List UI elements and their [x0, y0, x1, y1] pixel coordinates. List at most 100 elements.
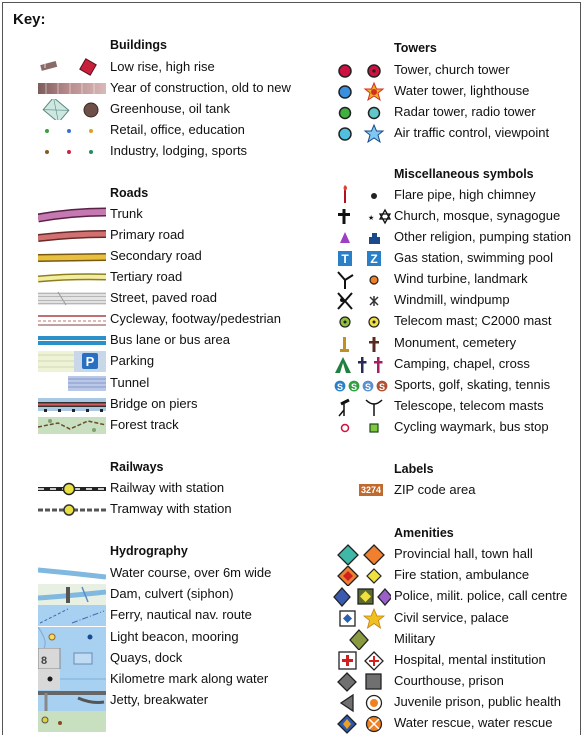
cycleway-footway-icon — [38, 309, 106, 330]
forest-track-icon — [38, 415, 106, 436]
military-icon — [333, 629, 391, 650]
legend-row: Juvenile prison, public health — [321, 692, 583, 713]
tunnel-icon — [38, 373, 106, 394]
railway-station-icon — [38, 478, 106, 499]
wind-turbine-landmark-icon — [333, 269, 391, 290]
section-railways: Railways — [110, 460, 164, 474]
section-labels: Labels — [394, 462, 434, 476]
legend-row: Telecom mast; C2000 mast — [321, 311, 583, 332]
legend-row: Military — [321, 629, 583, 650]
legend-row: Fire station, ambulance — [321, 565, 583, 586]
bus-lane-icon — [38, 330, 106, 351]
light-beacon-mooring-icon — [38, 627, 106, 648]
legend-row: Water rescue, water rescue — [321, 713, 583, 734]
zip-code-icon: 3274 — [333, 480, 391, 501]
flare-pipe-chimney-icon — [333, 185, 391, 206]
legend-row: Tunnel — [3, 373, 303, 394]
windmill-windpump-icon — [333, 290, 391, 311]
street-paved-road-icon — [38, 288, 106, 309]
legend-row: Tower, church tower — [321, 60, 583, 81]
legend-row: Camping, chapel, cross — [321, 354, 583, 375]
legend-row: Provincial hall, town hall — [321, 544, 583, 565]
provincial-town-hall-icon — [333, 544, 391, 565]
legend-row: 3274 ZIP code area — [321, 480, 583, 501]
legend-row: Light beacon, mooring — [3, 627, 303, 648]
tramway-station-icon — [38, 499, 106, 520]
water-course-icon — [38, 563, 106, 584]
church-mosque-synagogue-icon: ★ — [333, 206, 391, 227]
legend-row: Courthouse, prison — [321, 671, 583, 692]
section-hydrography: Hydrography — [110, 544, 188, 558]
jetty-breakwater-continued-icon — [38, 711, 106, 732]
bridge-on-piers-icon — [38, 394, 106, 415]
hospital-mental-icon — [333, 650, 391, 671]
courthouse-prison-icon — [333, 671, 391, 692]
svg-text:S: S — [379, 382, 385, 392]
legend-row: Street, paved road — [3, 288, 303, 309]
svg-text:S: S — [351, 382, 357, 392]
legend-row: P Parking — [3, 351, 303, 372]
legend-row: Cycleway, footway/pedestrian — [3, 309, 303, 330]
quays-dock-icon: 8 — [38, 648, 106, 669]
civil-service-palace-icon — [333, 608, 391, 629]
zip-code-badge: 3274 — [359, 484, 384, 496]
key-title: Key: — [13, 11, 46, 28]
tertiary-road-icon — [38, 267, 106, 288]
svg-text:P: P — [86, 354, 95, 369]
svg-text:8: 8 — [41, 655, 47, 667]
legend-row: Monument, cemetery — [321, 333, 583, 354]
legend-row — [3, 711, 303, 732]
greenhouse-oil-tank-icon — [38, 99, 106, 120]
legend-row: Industry, lodging, sports — [3, 141, 303, 162]
svg-text:S: S — [365, 382, 371, 392]
dam-culvert-icon — [38, 584, 106, 605]
svg-text:★: ★ — [368, 214, 374, 222]
legend-row: Cycling waymark, bus stop — [321, 417, 583, 438]
legend-row: Civil service, palace — [321, 608, 583, 629]
legend-row: Flare pipe, high chimney — [321, 185, 583, 206]
legend-row: Water course, over 6m wide — [3, 563, 303, 584]
legend-row: Tramway with station — [3, 499, 303, 520]
legend-row: 8 Quays, dock — [3, 648, 303, 669]
juvenile-prison-health-icon — [333, 692, 391, 713]
legend-row: Police, milit. police, call centre — [321, 586, 583, 607]
legend-row: Greenhouse, oil tank — [3, 99, 303, 120]
legend-row: Other religion, pumping station — [321, 227, 583, 248]
legend-row: Air traffic control, viewpoint — [321, 123, 583, 144]
monument-cemetery-icon — [333, 333, 391, 354]
water-rescue-icon — [333, 713, 391, 734]
legend-row: Wind turbine, landmark — [321, 269, 583, 290]
radar-radio-tower-icon — [333, 102, 391, 123]
construction-year-gradient-icon — [38, 78, 106, 99]
kilometre-mark-icon — [38, 669, 106, 690]
legend-row: Bridge on piers — [3, 394, 303, 415]
section-amenities: Amenities — [394, 526, 454, 540]
legend-row: Tertiary road — [3, 267, 303, 288]
camping-chapel-cross-icon — [333, 354, 391, 375]
legend-row: Low rise, high rise — [3, 57, 303, 78]
svg-text:Z: Z — [370, 252, 377, 266]
legend-row: Trunk — [3, 204, 303, 225]
legend-row: Bus lane or bus area — [3, 330, 303, 351]
other-religion-pumping-icon — [333, 227, 391, 248]
section-miscellaneous: Miscellaneous symbols — [394, 167, 534, 181]
legend-row: Forest track — [3, 415, 303, 436]
svg-text:T: T — [341, 252, 349, 266]
jetty-breakwater-icon — [38, 690, 106, 711]
svg-text:S: S — [337, 382, 343, 392]
section-roads: Roads — [110, 186, 149, 200]
section-towers: Towers — [394, 41, 437, 55]
legend-row: Kilometre mark along water — [3, 669, 303, 690]
legend-row: Primary road — [3, 225, 303, 246]
fire-station-ambulance-icon — [333, 565, 391, 586]
legend-row: Dam, culvert (siphon) — [3, 584, 303, 605]
section-buildings: Buildings — [110, 38, 167, 52]
trunk-road-icon — [38, 204, 106, 225]
water-tower-lighthouse-icon — [333, 81, 391, 102]
legend-row: Year of construction, old to new — [3, 78, 303, 99]
legend-row: Radar tower, radio tower — [321, 102, 583, 123]
telecom-mast-icon — [333, 311, 391, 332]
retail-office-education-dots-icon — [38, 120, 106, 141]
